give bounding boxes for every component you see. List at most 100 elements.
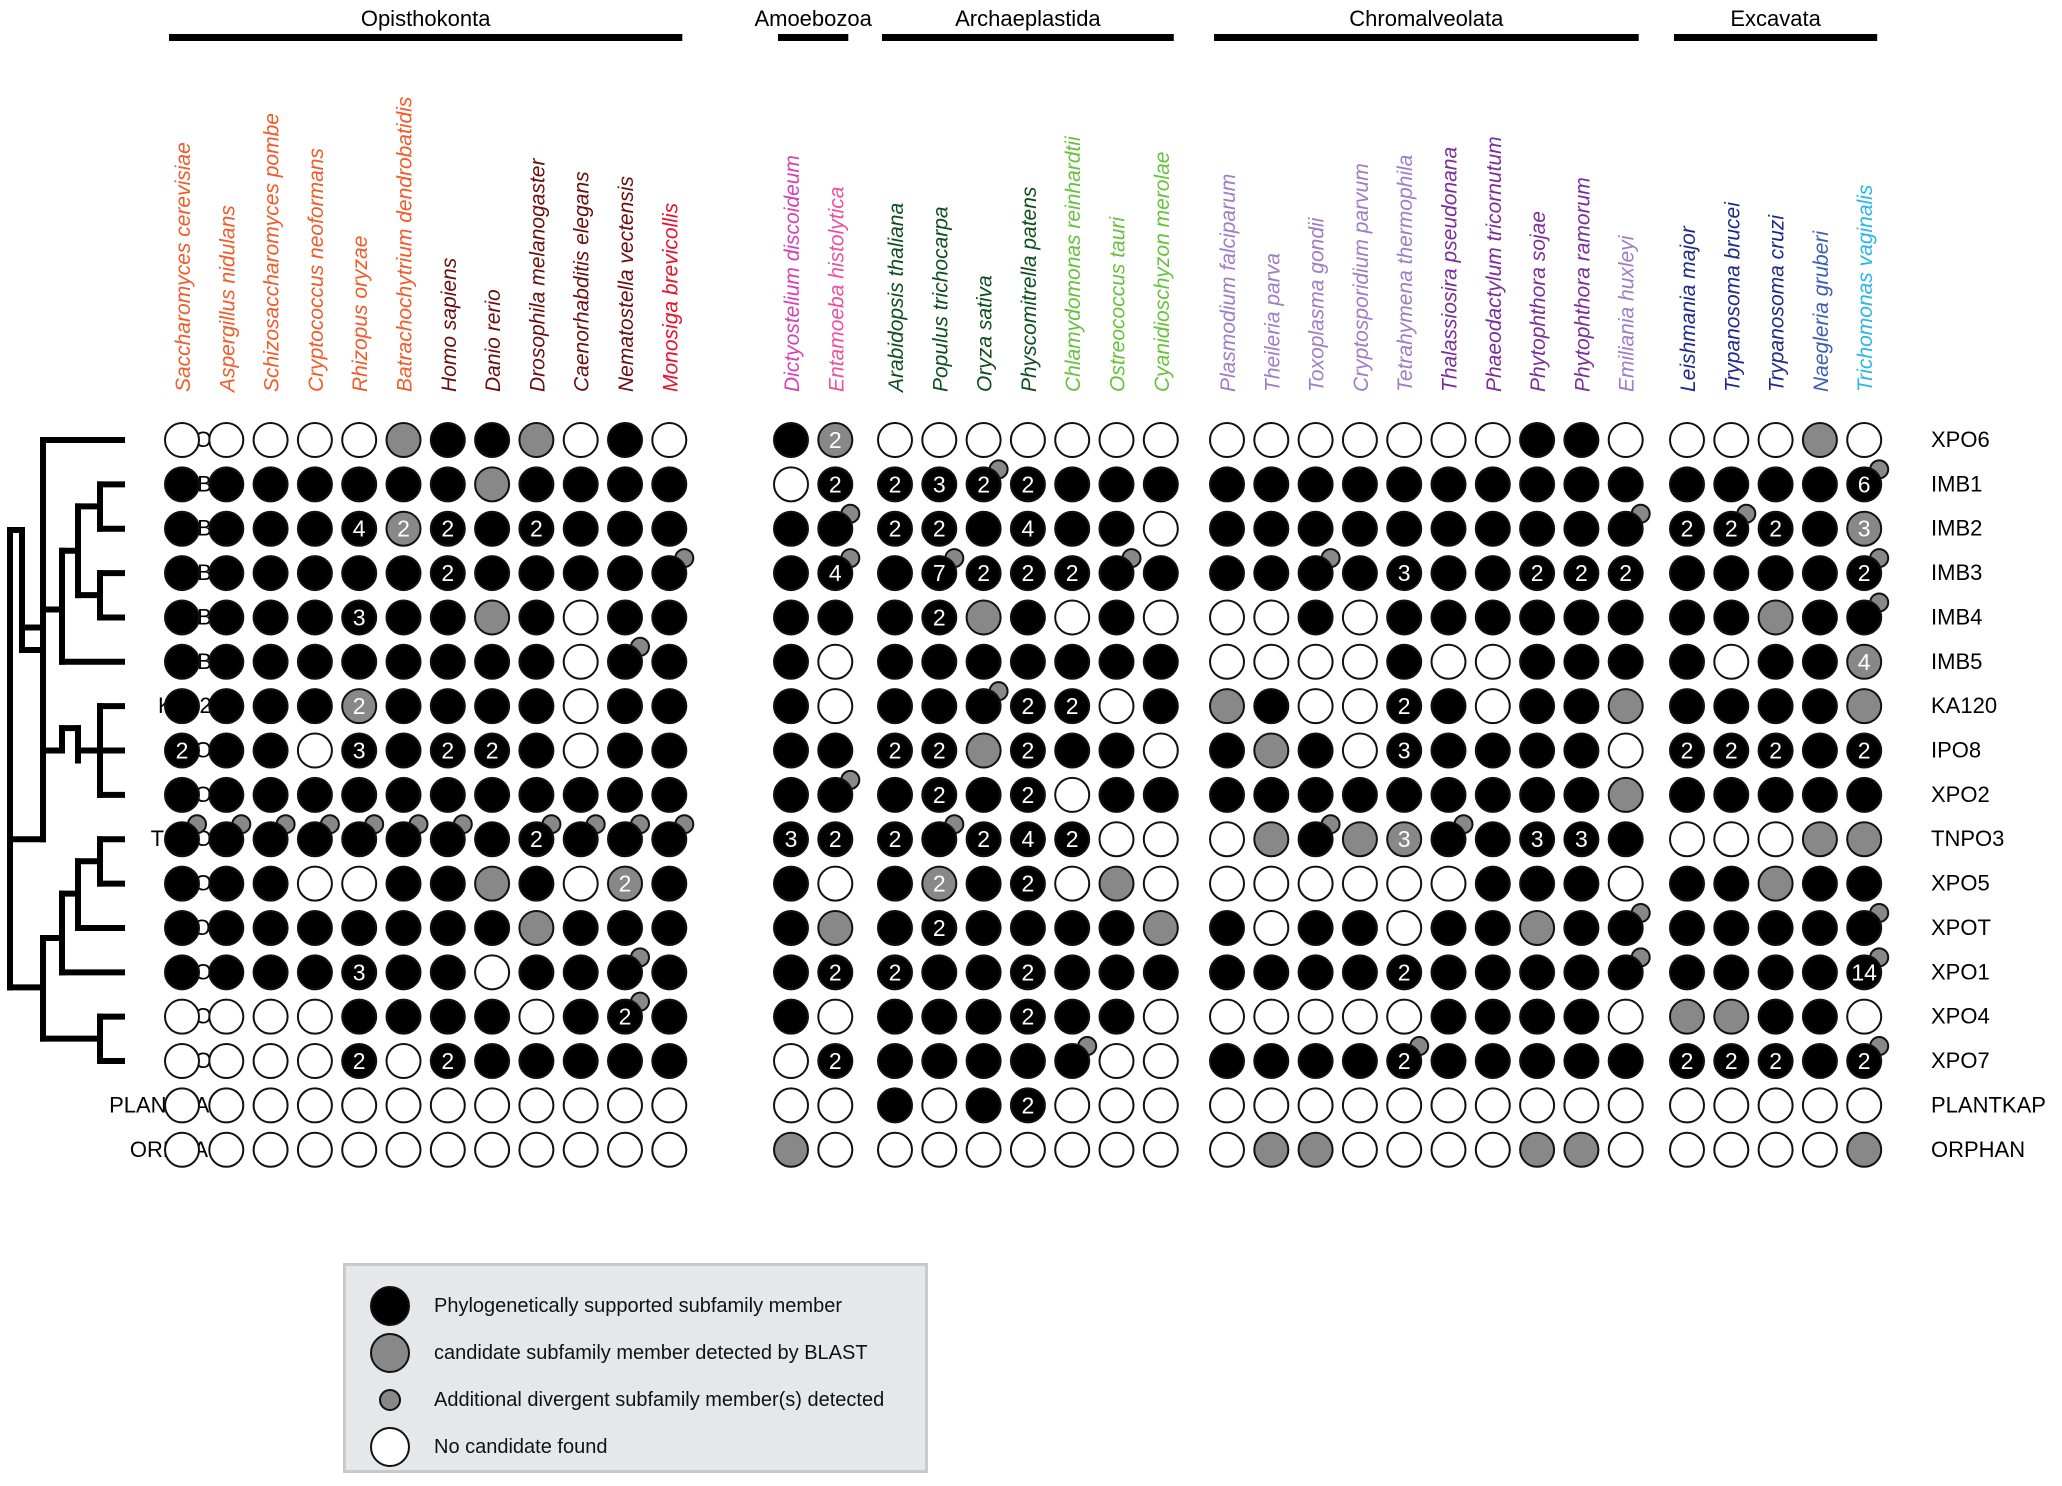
empty-circle (1142, 1131, 1179, 1168)
grey-circle (1757, 865, 1794, 902)
row-label-right: IMB2 (1931, 516, 1982, 541)
filled-circle (817, 954, 854, 991)
small-grey-circle-icon (366, 1380, 414, 1420)
grey-circle (1607, 776, 1644, 813)
filled-circle (1341, 776, 1378, 813)
filled-circle (1563, 599, 1600, 636)
filled-circle (341, 599, 378, 636)
filled-circle (1519, 821, 1556, 858)
filled-circle (1519, 555, 1556, 592)
filled-circle (1563, 510, 1600, 547)
filled-circle (651, 599, 688, 636)
filled-circle (1341, 909, 1378, 946)
copy-count: 2 (441, 560, 454, 586)
species-label: Danio rerio (482, 289, 505, 392)
filled-circle (1519, 1043, 1556, 1080)
filled-circle (252, 865, 289, 902)
filled-circle (1341, 510, 1378, 547)
copy-count: 2 (1398, 959, 1411, 985)
empty-circle (1563, 1087, 1600, 1124)
empty-circle (518, 1087, 555, 1124)
filled-circle (607, 776, 643, 813)
copy-count: 2 (530, 516, 543, 542)
grey-circle (773, 1131, 809, 1168)
empty-circle (164, 422, 200, 458)
filled-circle (1098, 643, 1135, 680)
filled-circle (208, 776, 245, 813)
filled-circle (607, 466, 643, 503)
empty-circle (607, 1087, 643, 1124)
empty-circle (1846, 422, 1883, 458)
filled-circle (164, 954, 200, 991)
cladogram-tree (7, 437, 125, 1065)
filled-circle (518, 510, 555, 547)
filled-circle (773, 510, 809, 547)
species-label: Chlamydomonas reinhardtii (1062, 135, 1085, 392)
grey-circle (1253, 732, 1290, 769)
empty-circle (651, 1131, 688, 1168)
empty-circle (1430, 643, 1467, 680)
legend-label: Additional divergent subfamily member(s)… (434, 1388, 885, 1411)
filled-circle (1386, 466, 1423, 503)
legend-item-grey: candidate subfamily member detected by B… (366, 1333, 868, 1373)
filled-circle (252, 732, 289, 769)
filled-circle (164, 821, 200, 858)
empty-circle (965, 422, 1002, 458)
filled-circle (1009, 821, 1046, 858)
filled-circle (607, 998, 643, 1035)
filled-circle (1009, 688, 1046, 725)
grey-circle (1142, 909, 1179, 946)
filled-circle (296, 555, 333, 592)
filled-circle (518, 599, 555, 636)
filled-circle (607, 688, 643, 725)
empty-circle (252, 1043, 289, 1080)
copy-count: 4 (829, 560, 842, 586)
filled-circle (1341, 1043, 1378, 1080)
empty-circle (1341, 599, 1378, 636)
grey-circle (817, 422, 854, 458)
empty-circle (1474, 688, 1511, 725)
filled-circle (965, 466, 1002, 503)
filled-circle (1846, 599, 1883, 636)
filled-circle (921, 998, 958, 1035)
empty-circle (1142, 732, 1179, 769)
empty-circle (1297, 998, 1334, 1035)
filled-circle (429, 510, 466, 547)
filled-circle (1563, 909, 1600, 946)
filled-circle (1801, 1043, 1838, 1080)
filled-circle (1009, 466, 1046, 503)
empty-circle (1846, 1087, 1883, 1124)
empty-circle (1142, 510, 1179, 547)
filled-circle (1142, 555, 1179, 592)
copy-count: 3 (1858, 516, 1871, 542)
species-label: Cryptosporidium parvum (1350, 163, 1373, 392)
filled-circle (1801, 466, 1838, 503)
empty-circle (341, 1087, 378, 1124)
filled-circle (474, 821, 511, 858)
filled-circle (1009, 954, 1046, 991)
species-label: Trypanosoma brucei (1721, 201, 1744, 392)
copy-count: 4 (353, 516, 366, 542)
copy-count: 2 (829, 1048, 842, 1074)
filled-circle (1253, 954, 1290, 991)
filled-circle (562, 555, 599, 592)
copy-count: 2 (933, 604, 946, 630)
row-label-right: KA120 (1931, 693, 1997, 718)
grey-circle (1253, 1131, 1290, 1168)
empty-circle (1607, 422, 1644, 458)
filled-circle (164, 732, 200, 769)
filled-circle (773, 865, 809, 902)
filled-circle (474, 510, 511, 547)
filled-circle (1430, 599, 1467, 636)
empty-circle (562, 865, 599, 902)
row-label-right: XPO4 (1931, 1004, 1990, 1029)
filled-circle (965, 998, 1002, 1035)
copy-count: 2 (619, 871, 632, 897)
filled-circle (208, 909, 245, 946)
filled-circle (1209, 555, 1245, 592)
filled-circle (1846, 555, 1883, 592)
empty-circle (1430, 1131, 1467, 1168)
filled-circle (208, 821, 245, 858)
filled-circle (1054, 954, 1091, 991)
empty-circle (562, 1087, 599, 1124)
